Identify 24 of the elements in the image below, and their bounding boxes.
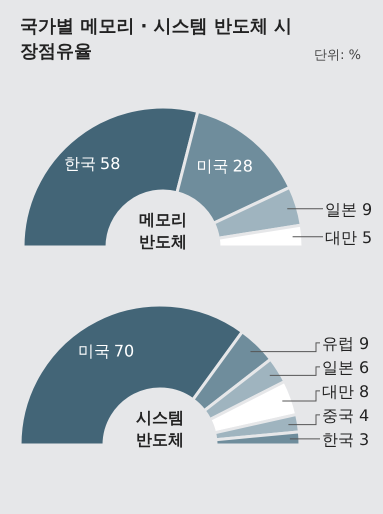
data-label: 6 (359, 358, 370, 377)
slice-label: 중국 (322, 406, 354, 425)
slice-label: 미국 (78, 342, 110, 361)
slice-label: 대만 (325, 228, 357, 247)
data-label: 9 (359, 334, 370, 353)
data-label: 9 (362, 200, 372, 219)
text: 시스템 반도체 (136, 408, 184, 449)
data-label: 8 (359, 382, 370, 401)
data-label: 70 (114, 342, 134, 361)
slice-label: 한국 (64, 154, 96, 174)
data-label: 58 (100, 154, 120, 174)
slice-label: 대만 (322, 382, 354, 401)
slice-label: 유럽 (322, 334, 354, 353)
data-label: 28 (232, 156, 253, 176)
text: 메모리 반도체 (139, 210, 187, 251)
data-label: 4 (359, 406, 370, 425)
slice-label: 한국 (322, 430, 354, 449)
text: 단위: % (314, 47, 361, 64)
data-label: 3 (359, 430, 370, 449)
slice-label: 일본 (322, 358, 354, 377)
data-label: 5 (362, 228, 372, 247)
chart-title: 국가별 메모리 · 시스템 반도체 시장점유율 (20, 15, 294, 64)
slice-label: 미국 (196, 156, 229, 176)
slice-label: 일본 (325, 200, 357, 219)
